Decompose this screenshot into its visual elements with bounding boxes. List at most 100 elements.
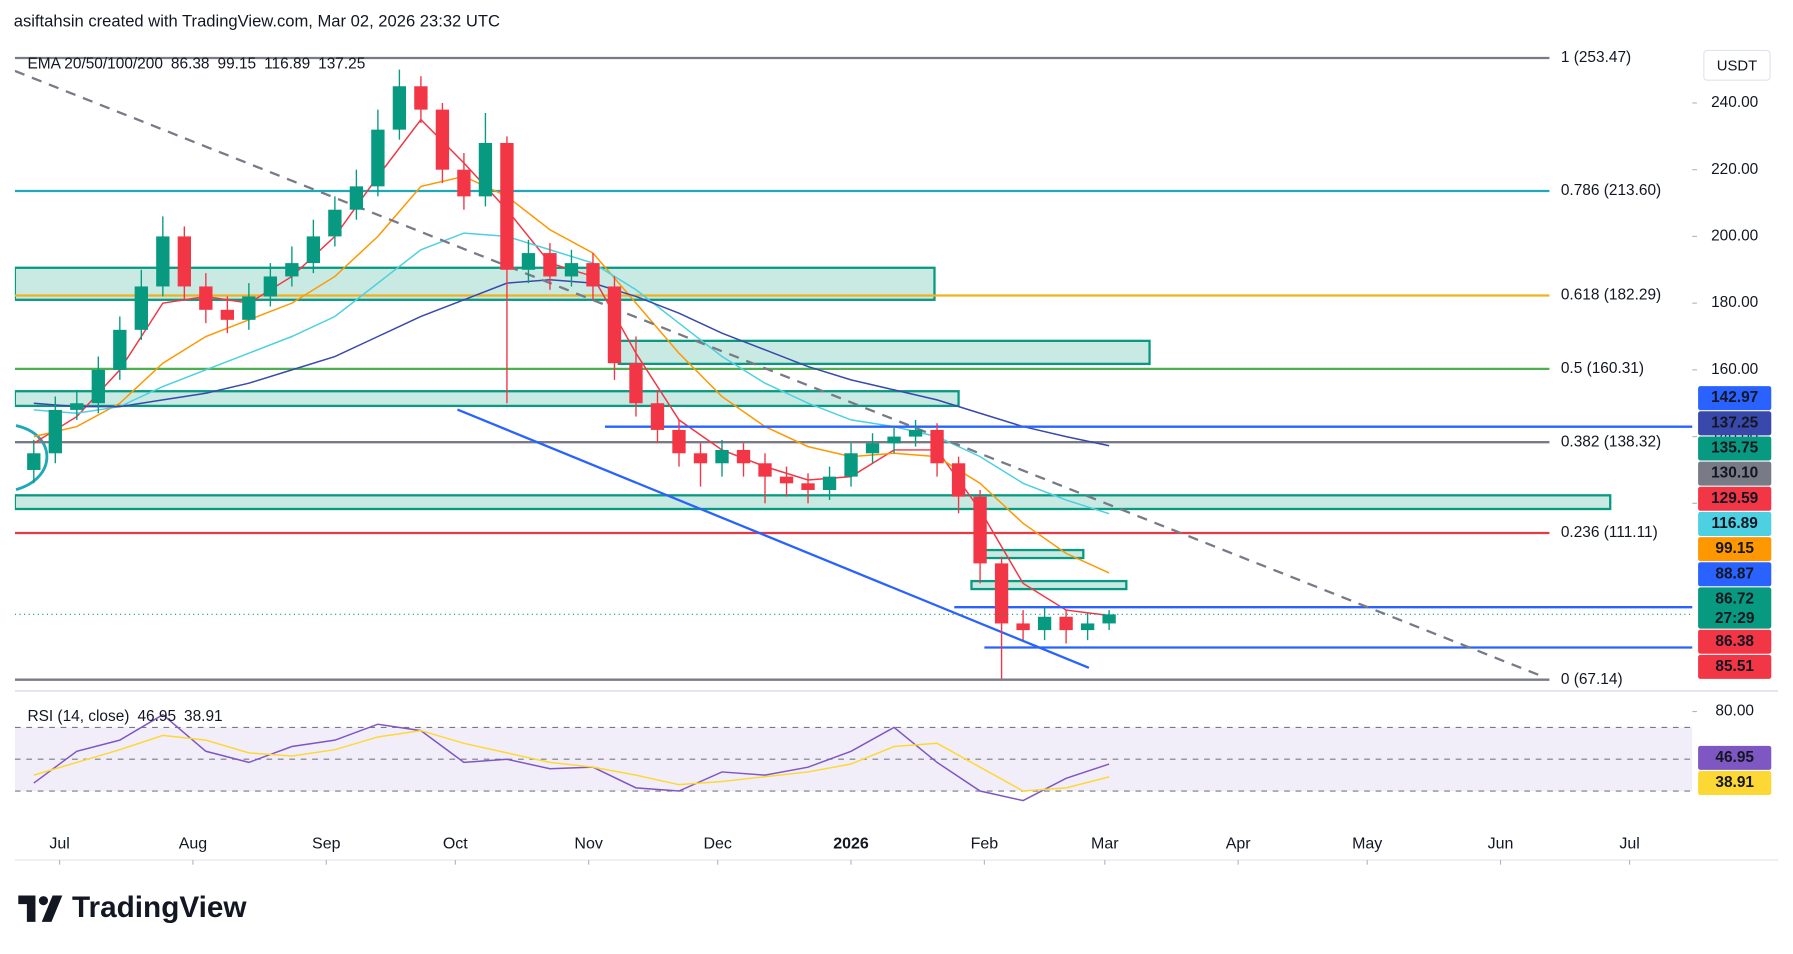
zone	[14, 390, 960, 408]
candle-body	[1037, 616, 1052, 631]
price-label-box	[1698, 654, 1772, 679]
fib-label: 0.5 (160.31)	[1561, 360, 1644, 377]
candle-body	[1059, 616, 1073, 631]
price-pane	[14, 56, 1693, 681]
y-tick-label: 240.00	[1711, 94, 1758, 111]
logo-slash	[41, 895, 63, 922]
candle-body	[457, 169, 471, 197]
candle-body	[285, 263, 299, 277]
price-label-box	[1698, 386, 1772, 411]
candle-body	[349, 186, 364, 210]
candle-body	[908, 429, 923, 437]
price-label: 38.91	[1715, 774, 1754, 791]
candle-body	[994, 563, 1009, 624]
rsi-legend-title: RSI (14, close)	[27, 708, 129, 725]
candle-body	[371, 129, 385, 187]
price-label-box	[1698, 461, 1772, 486]
candle-body	[1080, 623, 1095, 631]
price-label: 135.75	[1711, 440, 1759, 457]
ema-legend-value: 137.25	[318, 55, 365, 72]
trend-line	[457, 408, 1090, 669]
candle-body	[736, 449, 751, 464]
price-label: 116.89	[1712, 515, 1758, 532]
price-label: 137.25	[1711, 414, 1759, 431]
x-tick-label: Oct	[443, 835, 468, 852]
price-label-box	[1698, 745, 1772, 770]
candle-body	[91, 369, 105, 404]
candle-body	[134, 286, 148, 330]
x-tick-label: Nov	[574, 835, 602, 852]
x-tick-label: Apr	[1226, 835, 1252, 852]
rsi-line	[33, 729, 1110, 792]
y-tick-label: 220.00	[1711, 161, 1758, 178]
drawing-curve	[15, 424, 49, 491]
x-tick-label: May	[1352, 835, 1382, 852]
price-label: 99.15	[1715, 540, 1754, 557]
candle-body	[1016, 623, 1030, 631]
rsi-pane	[14, 713, 1693, 802]
candle-body	[328, 209, 342, 237]
candle-body	[177, 236, 192, 287]
candle-body	[500, 142, 514, 270]
ema-legend-value: 99.15	[218, 55, 257, 72]
candle-body	[392, 86, 407, 130]
candle-body	[887, 436, 901, 444]
price-label: 86.38	[1715, 633, 1754, 650]
candle-body	[220, 309, 235, 320]
price-label: 142.97	[1711, 389, 1758, 406]
candle-body	[865, 443, 880, 454]
candle-body	[844, 453, 858, 477]
price-label: 129.59	[1711, 490, 1758, 507]
fib-label: 0.236 (111.11)	[1561, 524, 1658, 541]
candle-body	[521, 253, 536, 270]
candle-body	[1102, 614, 1116, 624]
fib-label: 0.618 (182.29)	[1561, 287, 1661, 304]
zone	[617, 339, 1151, 366]
x-tick-label: Dec	[703, 835, 731, 852]
y-tick-label: 200.00	[1711, 227, 1758, 244]
price-label-box	[1698, 537, 1772, 562]
x-tick-label: Jul	[1619, 835, 1639, 852]
candle-body	[951, 463, 966, 497]
price-label-box	[1698, 629, 1772, 654]
price-label: 86.72	[1715, 590, 1754, 607]
price-label: 88.87	[1715, 565, 1754, 582]
candle-body	[156, 236, 170, 287]
candle-body	[693, 453, 708, 464]
candle-body	[629, 363, 643, 404]
price-label: 85.51	[1715, 658, 1754, 675]
candle-body	[48, 409, 62, 454]
price-label: 46.95	[1715, 749, 1754, 766]
legend: EMA 20/50/100/200 86.38 99.15 116.89 137.25 R…	[27, 55, 365, 725]
candle-body	[242, 296, 256, 320]
zone	[14, 494, 1612, 511]
x-tick-label: Feb	[971, 835, 999, 852]
candle-body	[650, 403, 665, 430]
candle-body	[715, 449, 729, 464]
x-tick-label: Sep	[312, 835, 341, 852]
fib-label: 0.382 (138.32)	[1561, 433, 1661, 450]
rsi-legend-value: 46.95	[137, 708, 176, 725]
candle-body	[27, 453, 41, 470]
candle-body	[199, 286, 213, 310]
fib-label: 0 (67.14)	[1561, 671, 1623, 688]
logo: TradingView	[18, 891, 247, 924]
candle-body	[930, 429, 944, 464]
candle-body	[822, 476, 837, 490]
fib-label: 0.786 (213.60)	[1561, 182, 1661, 199]
rsi-line	[33, 713, 1110, 802]
x-tick-label: Jun	[1488, 835, 1514, 852]
candle-body	[564, 263, 579, 277]
logo-mark	[18, 895, 36, 922]
x-tick-label: 2026	[833, 835, 869, 852]
y-tick-label: 180.00	[1711, 294, 1758, 311]
candle-body	[435, 109, 450, 170]
candle-body	[478, 142, 493, 197]
price-label-box	[1698, 411, 1772, 436]
price-label-box	[1698, 587, 1772, 629]
ema-legend-value: 86.38	[171, 55, 210, 72]
price-label: 130.10	[1711, 465, 1758, 482]
candle-body	[263, 276, 278, 297]
candle-body	[586, 263, 600, 287]
